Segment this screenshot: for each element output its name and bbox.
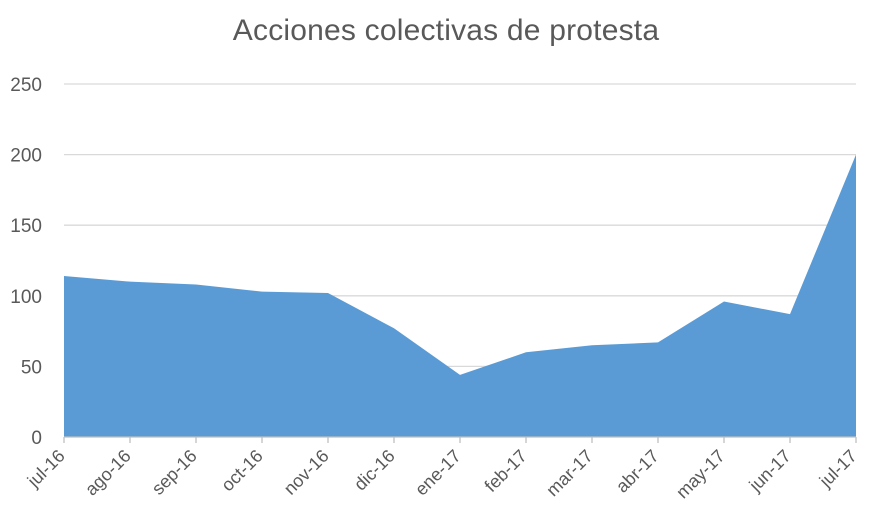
x-tick-label: nov-16: [280, 446, 333, 499]
x-tick-label: feb-17: [481, 446, 531, 496]
y-tick-label: 0: [31, 428, 42, 449]
x-tick-label: ago-16: [81, 446, 135, 500]
x-tick-label: oct-16: [217, 446, 267, 496]
x-tick-label: abr-17: [612, 446, 663, 497]
x-tick-label: jun-17: [745, 446, 795, 496]
y-tick-label: 100: [10, 287, 42, 308]
x-axis: [63, 436, 857, 443]
x-tick-label: sep-16: [148, 446, 201, 499]
x-tick-label: jul-16: [23, 446, 69, 492]
x-tick-label: dic-16: [350, 446, 399, 495]
y-tick-label: 200: [10, 146, 42, 167]
y-tick-label: 50: [21, 357, 42, 378]
y-tick-label: 150: [10, 216, 42, 237]
area-series-0: [64, 154, 856, 437]
x-tick-label: may-17: [672, 446, 729, 503]
x-tick-label: mar-17: [542, 446, 596, 500]
y-axis-tick-labels: 0 50 100 150 200 250: [10, 75, 42, 449]
series-area: [64, 154, 856, 437]
x-tick-label: jul-17: [815, 446, 861, 492]
y-tick-label: 250: [10, 75, 42, 96]
x-axis-tick-labels: jul-16 ago-16 sep-16 oct-16 nov-16 dic-16 ene-…: [23, 446, 861, 503]
chart-title: Acciones colectivas de protesta: [232, 14, 660, 47]
x-tick-label: ene-17: [411, 446, 465, 500]
